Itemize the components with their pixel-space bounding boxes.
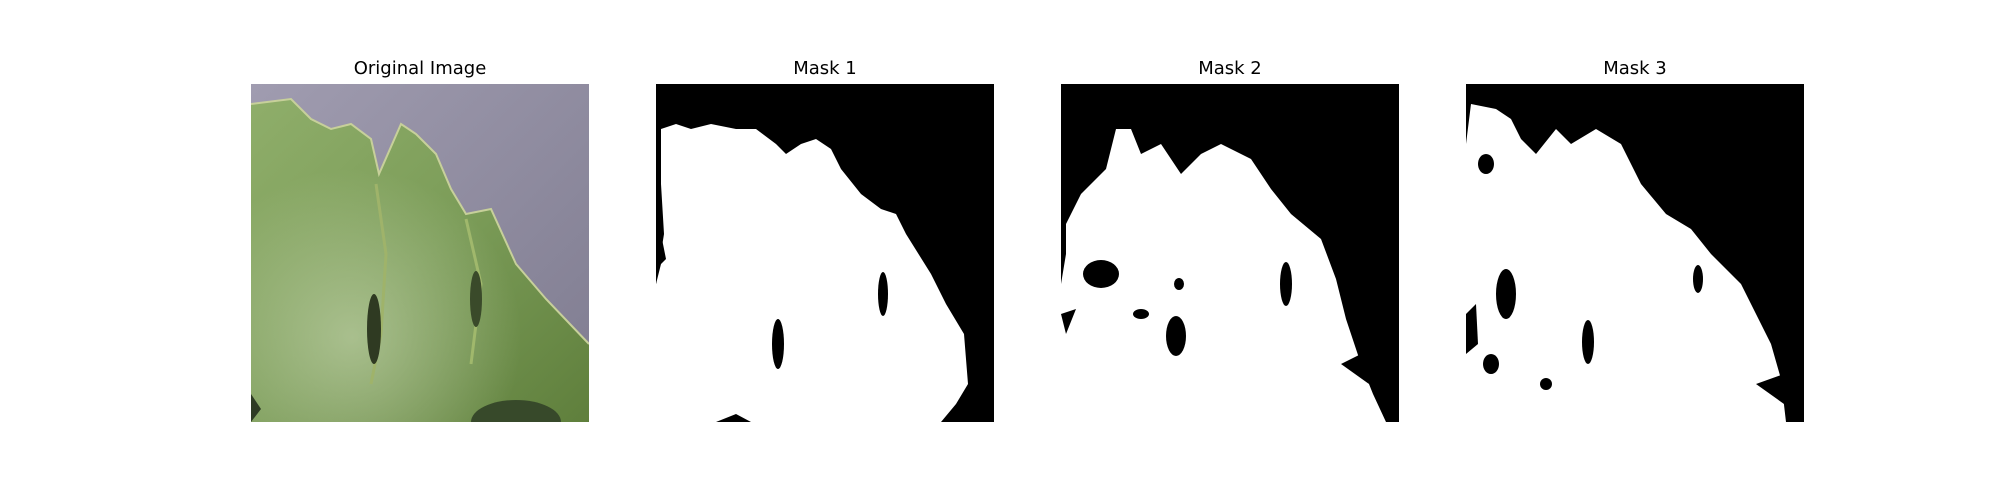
original-image — [251, 84, 589, 422]
panel-title-mask-1: Mask 1 — [793, 58, 857, 79]
panel-title-original: Original Image — [353, 58, 487, 79]
panel-title-mask-3: Mask 3 — [1603, 58, 1667, 79]
mask-2-image — [1061, 84, 1399, 422]
mask-1-image — [656, 84, 994, 422]
panel-title-mask-2: Mask 2 — [1198, 58, 1262, 79]
mask-3-image — [1466, 84, 1804, 422]
